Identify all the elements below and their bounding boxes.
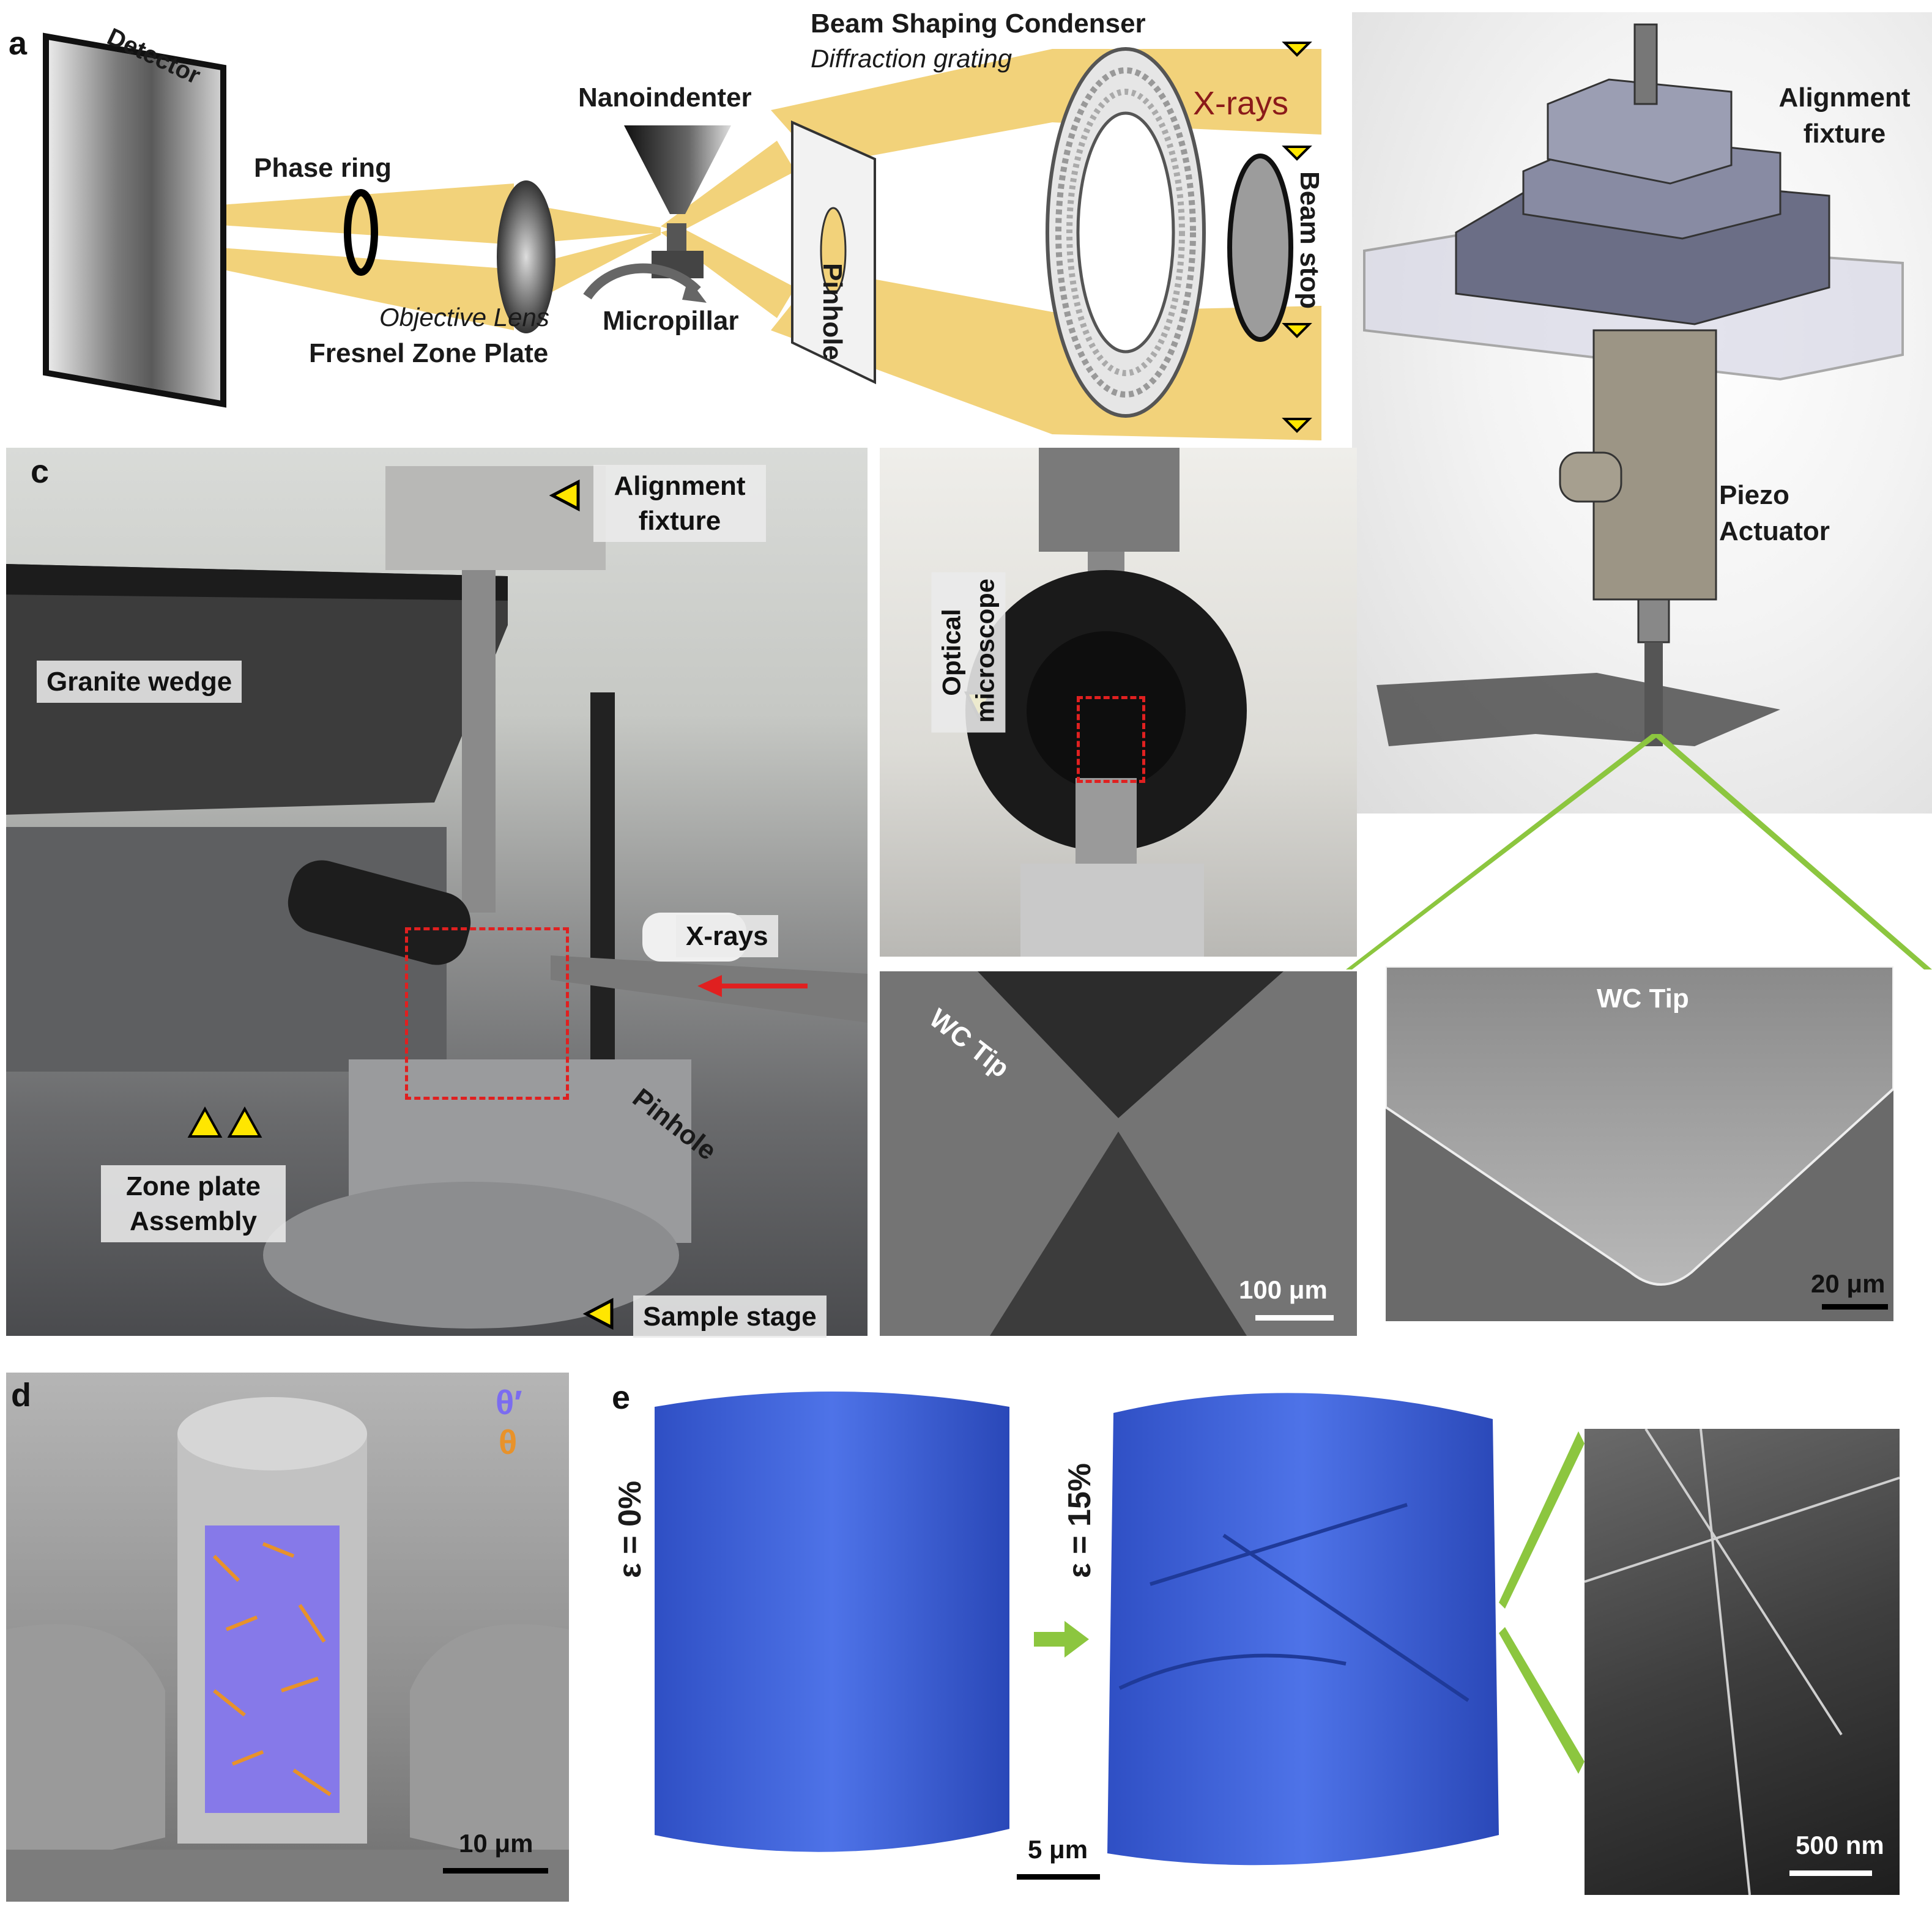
piezo-actuator-label: Piezo Actuator (1719, 480, 1830, 547)
strain-0-label: ε = 0% (612, 1480, 648, 1578)
wc-tip-optical-drawing (978, 971, 1284, 1336)
sample-stage-marker (582, 1297, 614, 1330)
micropillar-sem-image (6, 1373, 569, 1902)
xrays-label-c: X-rays (676, 915, 778, 958)
beam-shaping-condenser-label: Beam Shaping Condenser (811, 9, 1146, 39)
optical-microscope-drawing (965, 448, 1247, 957)
objective-lens-icon (497, 180, 555, 333)
scale-bar-d (443, 1868, 548, 1874)
xrays-label-a: X-rays (1193, 85, 1289, 122)
alignment-fixture-label-c: Alignment fixture (593, 465, 766, 543)
pillar-15-render (1107, 1393, 1499, 1866)
beam-markers (1282, 42, 1312, 433)
diffraction-grating-label: Diffraction grating (811, 44, 1012, 73)
strain-15-label: ε = 15% (1062, 1462, 1098, 1578)
xray-direction-arrow (697, 975, 808, 997)
alignment-fixture-label-b: Alignment fixture (1778, 83, 1911, 149)
zone-plate-assembly-label: Zone plate Assembly (101, 1165, 286, 1243)
phase-ring-icon (344, 189, 378, 276)
pillar-0-render (655, 1392, 1009, 1852)
scale-bar-c (1255, 1315, 1334, 1321)
region-of-interest-box (405, 927, 569, 1100)
legend-theta: θ (499, 1423, 518, 1461)
wc-tip-shape (1386, 966, 1893, 1286)
wc-tip-sem-image (1386, 966, 1893, 1321)
microscope-roi-box (1077, 696, 1145, 783)
slip-band-drawing (1585, 1429, 1900, 1895)
scale-label-b: 20 μm (1811, 1269, 1886, 1298)
zoom-lines-b (1346, 734, 1932, 969)
panel-letter-e: e (612, 1379, 631, 1416)
nanoindenter-label: Nanoindenter (578, 83, 752, 113)
optical-microscope-label: Optical microscope (931, 572, 1006, 733)
detector-screen (43, 32, 226, 408)
alignment-fixture-marker (549, 479, 580, 512)
piezo-render-drawing (1363, 23, 1904, 746)
scale-bar-b (1822, 1304, 1888, 1310)
scale-label-e-right: 500 nm (1796, 1831, 1884, 1859)
pinhole-label: Pinhole (817, 263, 847, 360)
wc-tip-label-b: WC Tip (1597, 984, 1689, 1014)
sample-stage-label: Sample stage (633, 1296, 827, 1338)
granite-wedge-label: Granite wedge (37, 661, 242, 703)
legend-theta-prime: θ′ (496, 1383, 522, 1422)
scale-bar-e-right (1789, 1870, 1872, 1876)
phase-ring-label: Phase ring (254, 153, 392, 183)
zoom-lines-e (1499, 1431, 1585, 1774)
fresnel-zone-plate-label: Fresnel Zone Plate (309, 338, 549, 368)
scale-label-e-left: 5 μm (1028, 1835, 1088, 1864)
curved-arrow-icon (583, 263, 707, 303)
wc-tip-optical-image (880, 971, 1357, 1336)
progression-arrow (1034, 1621, 1089, 1658)
beam-stop-icon (1227, 154, 1293, 342)
nanoindenter-icon (624, 125, 731, 278)
piezo-render (1352, 12, 1932, 814)
scale-label-d: 10 μm (459, 1829, 533, 1858)
zone-plate-markers (187, 1106, 262, 1138)
micropillar-drawing (6, 1397, 569, 1902)
scale-label-c: 100 μm (1239, 1275, 1328, 1304)
objective-lens-label: Objective Lens (379, 303, 549, 332)
micropillar-label: Micropillar (603, 306, 739, 336)
pinhole-icon (791, 120, 876, 385)
scale-bar-e-left (1017, 1874, 1100, 1880)
panel-letter-d: d (11, 1377, 31, 1414)
condenser-grating-icon (1046, 47, 1206, 418)
panel-letter-c: c (31, 453, 50, 490)
slip-band-sem-image (1585, 1429, 1900, 1895)
panel-letter-a: a (9, 25, 28, 62)
